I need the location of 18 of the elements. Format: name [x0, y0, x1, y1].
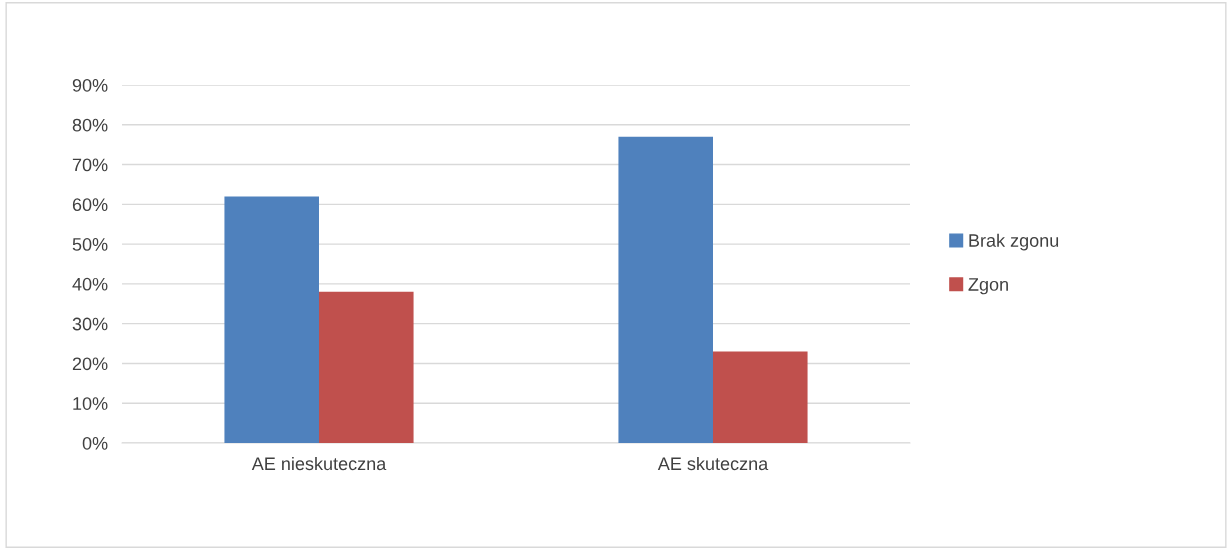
- y-tick-label: 90%: [72, 78, 108, 92]
- x-tick-label: AE skuteczna: [657, 456, 769, 471]
- legend-label: Brak zgonu: [969, 233, 1059, 251]
- bar: [713, 351, 808, 443]
- x-tick-label: AE nieskuteczna: [251, 456, 387, 471]
- bar: [224, 196, 319, 443]
- y-tick-label: 30%: [72, 317, 108, 331]
- y-tick-label: 80%: [72, 118, 108, 132]
- y-tick-label: 50%: [72, 238, 108, 251]
- y-tick-label: 20%: [72, 357, 108, 371]
- y-tick-label: 0%: [82, 436, 108, 450]
- bar: [319, 291, 414, 443]
- bar: [618, 136, 713, 443]
- y-tick-label: 60%: [72, 198, 108, 212]
- y-tick-label: 70%: [72, 158, 108, 172]
- y-tick-label: 10%: [73, 397, 108, 410]
- y-tick-label: 40%: [72, 277, 108, 291]
- legend-label: Zgon: [968, 278, 1008, 295]
